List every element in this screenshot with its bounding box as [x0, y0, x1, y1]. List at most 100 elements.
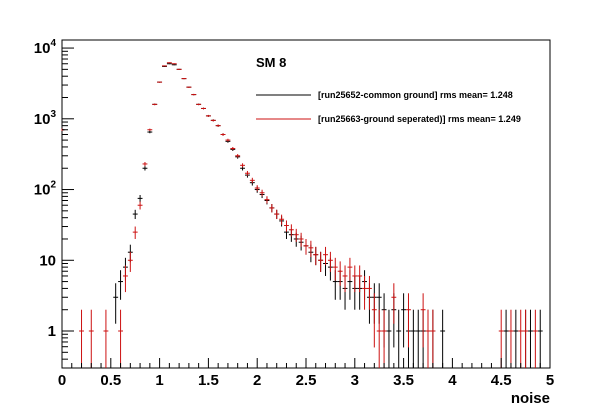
data-point — [528, 309, 533, 368]
data-point — [142, 166, 148, 171]
data-point — [367, 275, 372, 310]
data-point — [147, 130, 153, 134]
data-point — [332, 257, 338, 281]
series-1-points — [61, 62, 538, 368]
data-point — [201, 107, 206, 110]
data-point — [259, 189, 265, 197]
y-tick-label: 10 — [39, 252, 56, 269]
data-point — [337, 261, 343, 286]
x-tick-label: 1 — [155, 372, 163, 389]
legend: [run25652-common ground] rms mean= 1.248… — [256, 90, 521, 124]
legend-label-ground-separated: [run25663-ground seperated)] rms mean= 1… — [318, 114, 521, 124]
x-tick-label: 3 — [351, 372, 359, 389]
x-axis-title: noise — [511, 390, 550, 407]
x-tick-label: 2.5 — [296, 372, 317, 389]
data-point — [205, 114, 211, 117]
data-point — [362, 275, 367, 310]
data-point — [230, 146, 236, 151]
data-point — [166, 63, 172, 65]
data-point — [132, 209, 138, 220]
data-point — [142, 161, 148, 167]
axes: 0 0.5 1 1.5 2 2.5 3 3.5 4 4.5 5 1 10 102 103 104 — [34, 38, 554, 389]
data-point — [406, 293, 411, 348]
x-tick-label: 2 — [253, 372, 261, 389]
data-point — [137, 201, 143, 210]
data-point — [254, 185, 260, 192]
data-point — [425, 309, 431, 368]
data-point — [157, 81, 163, 83]
data-point — [113, 283, 119, 324]
data-point — [235, 154, 241, 158]
data-point — [240, 163, 245, 168]
data-point — [220, 133, 226, 136]
data-point — [210, 119, 216, 122]
data-point — [162, 65, 167, 67]
data-point — [508, 309, 514, 368]
data-point — [284, 220, 289, 232]
data-point — [245, 170, 250, 176]
data-point — [137, 195, 143, 203]
data-point — [371, 293, 377, 348]
data-point — [532, 309, 538, 368]
data-point — [327, 251, 333, 272]
x-tick-label: 4.5 — [491, 372, 512, 389]
data-point — [274, 209, 280, 220]
x-tick-label: 1.5 — [198, 372, 219, 389]
data-point — [176, 68, 182, 70]
series-0-points — [61, 63, 543, 368]
data-point — [347, 257, 353, 281]
y-tick-label: 1 — [48, 323, 56, 340]
y-tick-label: 103 — [34, 109, 57, 128]
data-point — [381, 309, 387, 368]
data-point — [342, 265, 348, 293]
data-point — [313, 246, 319, 266]
data-point — [171, 63, 177, 65]
data-point — [118, 270, 123, 300]
data-point — [308, 240, 314, 257]
data-point — [352, 265, 358, 293]
data-point — [318, 251, 324, 272]
data-point — [249, 177, 255, 184]
data-point — [288, 224, 294, 237]
data-point — [152, 103, 158, 106]
data-point — [181, 78, 187, 80]
data-point — [298, 232, 304, 247]
data-point — [415, 309, 421, 368]
data-point — [171, 64, 177, 66]
data-point — [279, 214, 285, 225]
data-point — [225, 138, 231, 142]
data-point — [391, 283, 397, 324]
data-point — [191, 93, 197, 96]
data-point — [518, 309, 524, 368]
data-point — [79, 309, 84, 368]
data-point — [269, 204, 275, 213]
y-tick-label: 102 — [34, 180, 57, 199]
data-point — [376, 309, 382, 368]
data-point — [430, 309, 436, 368]
data-point — [186, 86, 192, 88]
data-point — [196, 103, 202, 106]
data-point — [503, 309, 509, 368]
chart-title: SM 8 — [256, 55, 286, 70]
data-point — [440, 309, 446, 368]
data-point — [123, 265, 128, 293]
data-point — [357, 265, 363, 293]
data-point — [166, 62, 172, 64]
data-point — [537, 309, 543, 368]
data-point — [323, 246, 328, 266]
x-tick-label: 5 — [546, 372, 554, 389]
data-point — [386, 309, 392, 368]
data-marks — [61, 62, 543, 368]
x-tick-label: 4 — [448, 372, 457, 389]
data-point — [147, 128, 153, 131]
data-point — [88, 309, 94, 368]
data-point — [303, 238, 309, 255]
data-point — [264, 196, 270, 204]
data-point — [396, 309, 402, 368]
legend-label-common-ground: [run25652-common ground] rms mean= 1.248 — [318, 90, 513, 100]
x-tick-label: 0.5 — [100, 372, 121, 389]
data-point — [118, 309, 123, 368]
data-point — [513, 309, 519, 368]
